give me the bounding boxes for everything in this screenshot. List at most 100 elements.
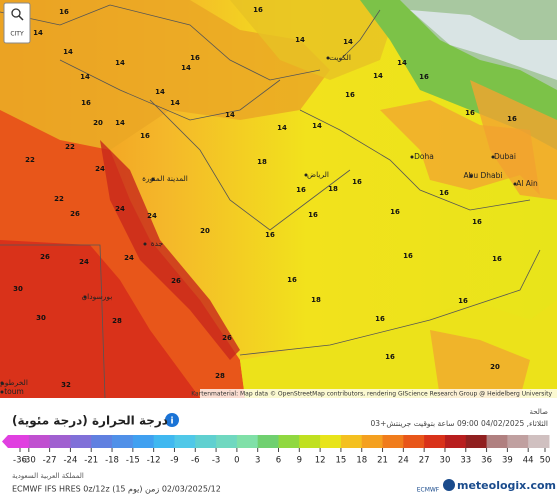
temperature-label: 14: [181, 64, 191, 72]
colorbar-segment: [216, 435, 238, 448]
temperature-label: 28: [112, 317, 122, 325]
temperature-label: 16: [190, 54, 200, 62]
temperature-label: 14: [225, 111, 235, 119]
colorbar-tick-label: -12: [147, 456, 161, 466]
zoom-box[interactable]: [3, 2, 31, 44]
brand-icon: [443, 479, 455, 491]
temperature-label: 16: [403, 252, 413, 260]
colorbar-tick-label: -9: [170, 456, 178, 466]
temperature-label: 28: [215, 372, 225, 380]
colorbar-segment: [8, 435, 30, 448]
city-label: المدينة المنورة: [142, 174, 188, 183]
brand[interactable]: meteologix.com: [457, 479, 556, 492]
temperature-label: 16: [265, 231, 275, 239]
colorbar-segment: [299, 435, 321, 448]
region: المملكة العربية السعودية: [12, 472, 84, 480]
red-sea: [100, 140, 240, 360]
temperature-label: 16: [390, 208, 400, 216]
map-region: [0, 0, 330, 150]
temperature-label: 16: [81, 99, 91, 107]
temperature-label: 16: [59, 8, 69, 16]
colorbar-tick-label: -27: [43, 456, 57, 466]
temperature-label: 14: [155, 88, 165, 96]
temperature-label: 14: [80, 73, 90, 81]
temperature-label: 16: [507, 115, 517, 123]
temperature-label: 26: [171, 277, 181, 285]
temperature-label: 14: [373, 72, 383, 80]
temperature-label: 14: [343, 38, 353, 46]
colorbar-segment: [444, 435, 467, 448]
city-label: الكويت: [329, 53, 351, 62]
city-dot: [304, 173, 308, 177]
city-dot: [143, 242, 147, 246]
valid-time: الثلاثاء, 04/02/2025 09:00 ساعة بتوقيت ج…: [371, 419, 548, 428]
temperature-label: 16: [385, 353, 395, 361]
temperature-label: 16: [472, 218, 482, 226]
city-dot: [410, 155, 414, 159]
temperature-label: 26: [70, 210, 80, 218]
temperature-label: 20: [490, 363, 500, 371]
zoom-city[interactable]: CITY: [10, 31, 24, 38]
colorbar-tick-label: 30: [440, 456, 451, 466]
colorbar-tick-label: -18: [105, 456, 119, 466]
zoom-control[interactable]: CITY: [3, 2, 31, 44]
gulf: [380, 100, 540, 195]
temperature-label: 14: [63, 48, 73, 56]
temperature-label: 16: [352, 178, 362, 186]
colorbar-segment: [28, 435, 51, 448]
temperature-label: 22: [54, 195, 64, 203]
temperature-label: 14: [115, 119, 125, 127]
colorbar-tick-label: 12: [315, 456, 326, 466]
temperature-label: 24: [147, 212, 157, 220]
colorbar-segment: [91, 435, 113, 448]
temperature-label: 16: [458, 297, 468, 305]
city-dot: [0, 390, 4, 394]
colorbar-tick-label: -6: [191, 456, 199, 466]
colorbar-tick-label: 0: [234, 456, 239, 466]
colorbar-segment: [278, 435, 300, 448]
legend-title: درجة الحرارة (درجة مئوية): [12, 414, 168, 429]
colorbar-tick-label: -3: [212, 456, 220, 466]
temperature-label: 22: [65, 143, 75, 151]
temperature-label: 14: [312, 122, 322, 130]
colorbar-tick-label: -15: [126, 456, 140, 466]
city-label: بورسودان: [82, 292, 113, 301]
temperature-label: 16: [419, 73, 429, 81]
map[interactable]: 14 16 14 14 14 16 14 14 14 16 14 20 16 14 14 14 14 16 14 14…: [0, 0, 557, 398]
colorbar-segment: [403, 435, 425, 448]
model-info: ECMWF IFS HRES 0z/12z (يوم 15) 02/03/202…: [12, 485, 221, 494]
temperature-label: 16: [465, 109, 475, 117]
city-dot: [469, 174, 473, 178]
info-icon[interactable]: i: [170, 417, 173, 427]
colorbar-segment: [236, 435, 259, 448]
colorbar-segment: [382, 435, 404, 448]
city-label: toum: [4, 387, 24, 396]
colorbar-segment: [132, 435, 155, 448]
city-label: جدة: [151, 239, 164, 248]
colorbar-tick-label: 21: [377, 456, 388, 466]
colorbar-segment: [507, 435, 529, 448]
city-dot: [83, 295, 87, 299]
zoom-icon[interactable]: [11, 8, 21, 18]
temperature-label: 16: [439, 189, 449, 197]
colorbar-tick-label: 36: [481, 456, 492, 466]
temperature-label: 14: [115, 59, 125, 67]
colorbar-segment: [112, 435, 134, 448]
temperature-label: 16: [287, 276, 297, 284]
colorbar-tick-label: -36: [13, 456, 27, 466]
temperature-label: 14: [397, 59, 407, 67]
temperature-label: 32: [61, 381, 71, 389]
temperature-label: 14: [277, 124, 287, 132]
colorbar-segment: [465, 435, 488, 448]
zoom-icon[interactable]: [18, 15, 24, 21]
info-icon[interactable]: [165, 413, 179, 427]
city-label: الرياض: [307, 170, 329, 179]
temperature-label: 18: [257, 158, 267, 166]
colorbar-segment: [528, 435, 550, 448]
temperature-label: 18: [311, 296, 321, 304]
map-region: [410, 10, 557, 80]
colorbar-segment: [70, 435, 92, 448]
colorbar-segment: [361, 435, 384, 448]
colorbar-segment: [49, 435, 71, 448]
